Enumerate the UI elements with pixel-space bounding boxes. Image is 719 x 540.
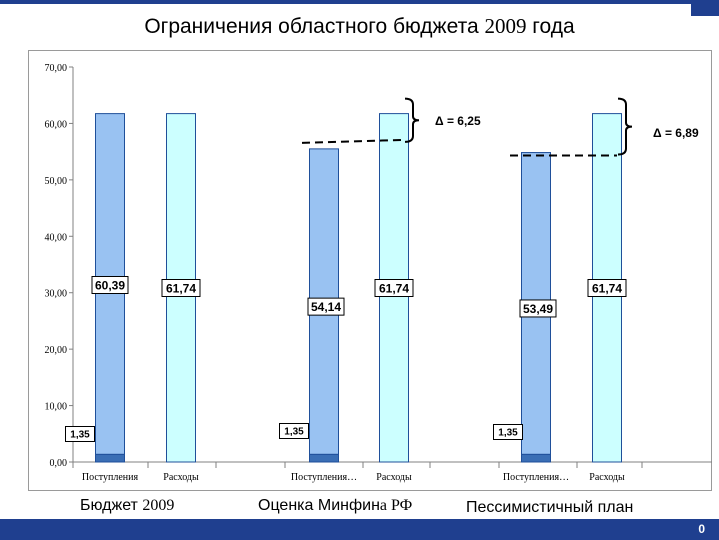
group-label-budget-year: 2009 [142, 497, 175, 514]
income-base-label: 1,35 [498, 428, 518, 439]
y-tick-label: 40,00 [45, 232, 68, 243]
income-value-label-box [307, 297, 345, 316]
delta-label: Δ = 6,25 [435, 114, 481, 128]
income-value-label-box [91, 276, 129, 294]
expense-value-label-box [587, 279, 627, 297]
delta-brace [617, 97, 633, 156]
x-category-label: Поступления… [291, 472, 357, 483]
page-number: 0 [698, 522, 705, 536]
corner-logo [691, 0, 719, 16]
y-tick-label: 20,00 [45, 345, 68, 356]
expense-value-label: 61,74 [379, 281, 409, 295]
group-label-minfin-text: Оценка Минфин [258, 497, 380, 514]
group-label-minfin-tail: а РФ [379, 497, 413, 514]
income-base-label-box [493, 424, 523, 440]
income-base-label: 1,35 [70, 430, 90, 441]
group-label-budget: Бюджет 2009 [80, 497, 174, 515]
budget-bar-chart: 0,00 10,00 20,00 30,00 40,00 50,00 60,00 70,00 П… [45, 63, 712, 483]
delta-dashed-line [301, 138, 405, 144]
group-label-pessimistic: Пессимистичный план [466, 499, 634, 516]
group-label-budget-text: Бюджет [80, 497, 143, 514]
expense-value-label-box [374, 279, 414, 297]
income-value-label: 54,14 [311, 300, 341, 314]
income-base-label-box [279, 423, 309, 439]
delta-label: Δ = 6,89 [653, 126, 699, 140]
title-tail: года [526, 15, 575, 38]
footer-bar [0, 519, 719, 540]
y-tick-label: 30,00 [45, 289, 68, 300]
y-tick-label: 50,00 [45, 176, 68, 187]
x-category-label: Расходы [376, 472, 412, 483]
group-label-minfin: Оценка Минфина РФ [258, 497, 412, 515]
expense-value-label-box [161, 279, 201, 297]
x-category-label: Поступления… [503, 472, 569, 483]
y-tick-label: 10,00 [45, 402, 68, 413]
income-value-label-box [519, 299, 557, 318]
y-tick-label: 70,00 [45, 63, 68, 74]
y-tick-label: 60,00 [45, 119, 68, 130]
x-category-label: Расходы [163, 472, 199, 483]
delta-brace [404, 97, 420, 143]
income-base-segment [95, 453, 125, 463]
y-tick-label: 0,00 [50, 458, 68, 469]
income-base-label: 1,35 [284, 427, 304, 438]
title-year: 2009 [484, 14, 527, 38]
income-value-label: 53,49 [523, 302, 553, 316]
slide-title: Ограничения областного бюджета 2009 года [0, 14, 719, 39]
expense-value-label: 61,74 [166, 281, 196, 295]
x-category-label: Поступления [82, 472, 139, 483]
income-base-label-box [65, 426, 95, 442]
title-main: Ограничения областного бюджета [144, 15, 485, 38]
income-value-label: 60,39 [95, 278, 125, 292]
income-base-segment [521, 453, 551, 463]
header-rule [0, 0, 719, 4]
x-category-label: Расходы [589, 472, 625, 483]
income-base-segment [309, 453, 339, 463]
expense-value-label: 61,74 [592, 281, 622, 295]
